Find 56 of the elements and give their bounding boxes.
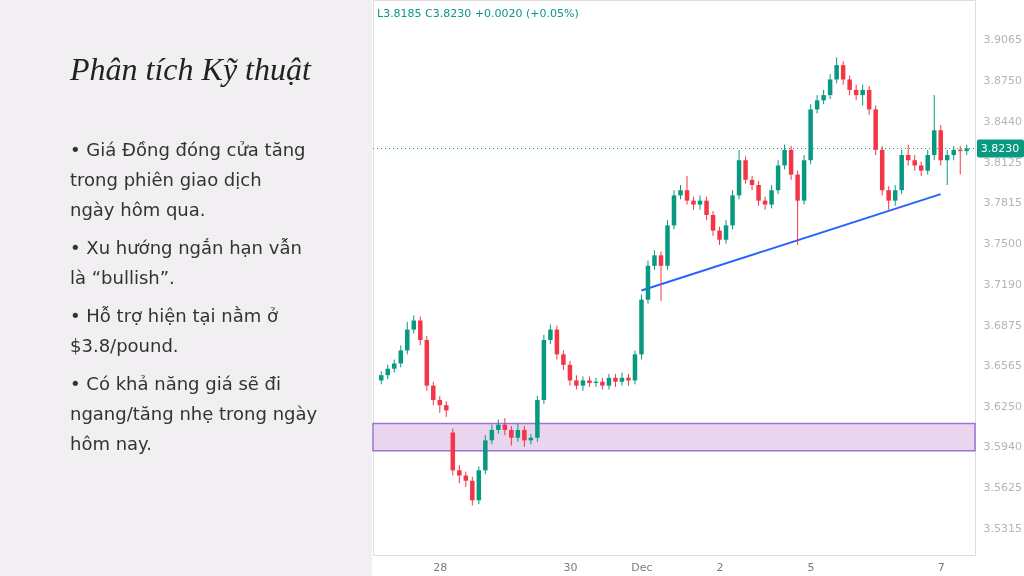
y-tick-label: 3.8125 <box>983 155 1022 169</box>
y-tick-label: 3.5315 <box>983 521 1022 535</box>
y-tick-label: 3.8440 <box>983 114 1022 128</box>
candlestick <box>470 476 475 506</box>
annotation: L3.8185 C3.8230 +0.0020 (+0.05%) <box>377 7 579 20</box>
x-tick-label: 30 <box>563 560 578 574</box>
candlestick <box>925 149 930 176</box>
text: • Giá Đồng đóng cửa tăng trong phiên giao dịch ngày hôm qua. <box>70 139 306 220</box>
candlestick <box>561 349 566 371</box>
x-tick-label: Dec <box>631 560 653 574</box>
candlestick <box>717 226 722 246</box>
candlestick <box>834 56 839 84</box>
candlestick <box>860 84 865 107</box>
candlestick <box>723 219 729 245</box>
y-tick-label: 3.5625 <box>983 481 1022 495</box>
candlestick <box>606 373 612 391</box>
candlestick <box>886 185 891 211</box>
candlestick <box>658 250 664 302</box>
candlestick <box>892 184 898 207</box>
candlestick <box>847 75 852 96</box>
candlestick <box>548 323 553 345</box>
candlestick <box>418 316 423 346</box>
text: • Xu hướng ngắn hạn vẫn là “bullish”. <box>70 237 302 288</box>
candlestick <box>652 249 657 271</box>
candlestick <box>411 314 417 335</box>
candlestick <box>756 180 761 207</box>
y-tick-label: 3.6565 <box>983 358 1022 372</box>
candlestick <box>431 381 436 406</box>
candlestick <box>580 376 586 392</box>
candlestick <box>704 196 709 221</box>
y-tick-label: 3.6250 <box>983 399 1022 413</box>
candlestick <box>769 184 774 209</box>
candlestick <box>684 175 690 206</box>
x-tick-label: 28 <box>433 560 448 574</box>
y-tick-label: 3.6875 <box>983 318 1022 332</box>
x-tick-label: 7 <box>937 560 945 574</box>
x-tick-label: 5 <box>807 560 815 574</box>
text: Phân tích Kỹ thuật <box>69 51 312 87</box>
y-tick-label: 3.7190 <box>983 277 1022 291</box>
text: • Hỗ trợ hiện tại nằm ở $3.8/pound. <box>70 305 278 356</box>
candlestick <box>827 73 833 100</box>
y-tick-label: 3.9065 <box>983 33 1022 47</box>
x-tick-label: 2 <box>716 560 724 574</box>
y-tick-label: 3.8750 <box>983 74 1022 88</box>
candlestick <box>743 155 748 185</box>
candlestick <box>515 422 521 443</box>
text: • Có khả năng giá sẽ đi ngang/tăng nhẹ trong ngày hôm nay. <box>70 373 318 454</box>
y-tick-label: 3.7500 <box>983 237 1022 251</box>
y-tick-label: 3.7815 <box>983 196 1022 210</box>
ref-line-label: 3.8230 <box>980 141 1020 155</box>
candlestick <box>457 464 462 484</box>
y-tick-label: 3.5940 <box>983 440 1022 454</box>
candlestick <box>522 425 527 448</box>
candlestick <box>405 321 410 355</box>
candlestick <box>710 210 716 237</box>
candlestick <box>509 425 514 447</box>
